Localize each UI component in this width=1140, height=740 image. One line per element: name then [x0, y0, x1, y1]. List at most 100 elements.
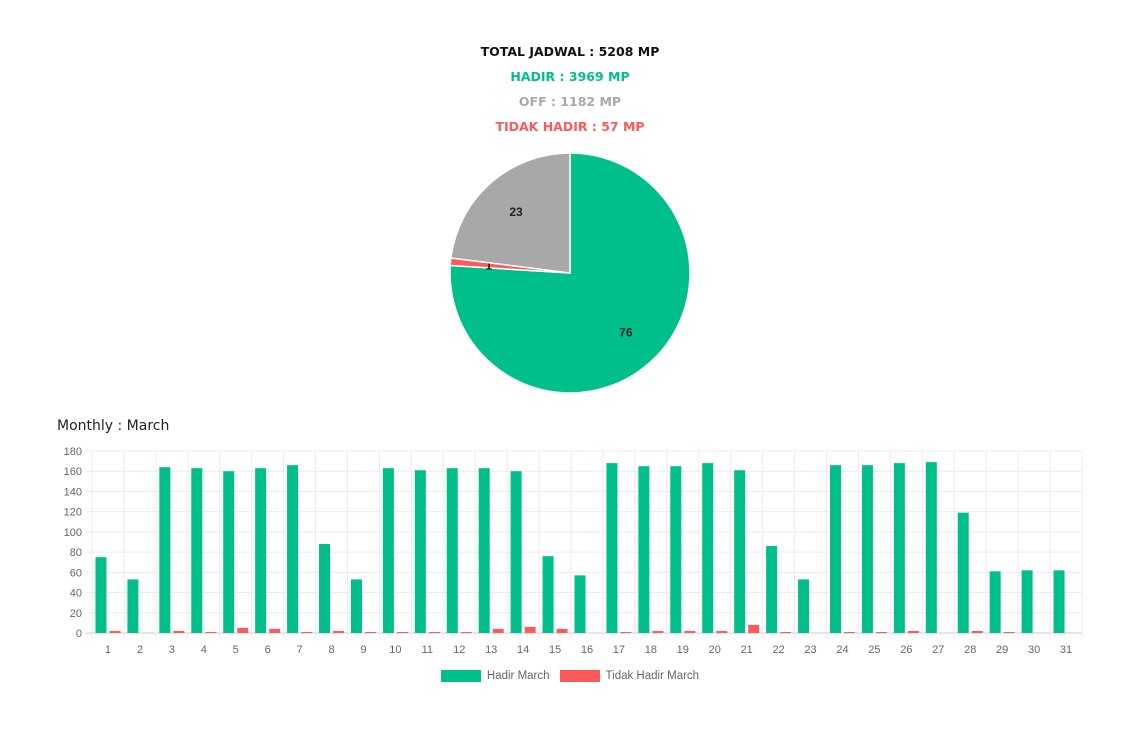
bar-hadir[interactable] [893, 463, 905, 633]
bar-tidak-hadir[interactable] [269, 628, 281, 633]
x-tick-label: 24 [836, 644, 848, 656]
monthly-prefix: Monthly : [57, 418, 127, 434]
bar-hadir[interactable] [829, 465, 841, 633]
legend-item-tidak-hadir[interactable]: Tidak Hadir March [559, 670, 700, 682]
bar-hadir[interactable] [766, 546, 778, 633]
bar-tidak-hadir[interactable] [1003, 631, 1015, 633]
hadir-label: HADIR : 3969 MP [510, 69, 630, 84]
bar-hadir[interactable] [734, 470, 746, 633]
x-tick-label: 13 [485, 644, 497, 656]
bar-hadir[interactable] [638, 466, 650, 633]
bar-hadir[interactable] [542, 556, 554, 633]
x-tick-label: 6 [265, 644, 271, 656]
tidak-hadir-label: TIDAK HADIR : 57 MP [495, 119, 645, 134]
bar-hadir[interactable] [159, 467, 171, 633]
bar-tidak-hadir[interactable] [333, 630, 345, 633]
bar-tidak-hadir[interactable] [492, 628, 504, 633]
bar-hadir[interactable] [957, 512, 969, 633]
legend-item-hadir[interactable]: Hadir March [440, 670, 550, 682]
y-tick-label: 0 [76, 628, 82, 640]
monthly-title: Monthly : March [57, 418, 169, 434]
bar-tidak-hadir[interactable] [748, 624, 760, 633]
bar-hadir[interactable] [798, 579, 810, 633]
y-tick-label: 100 [64, 527, 82, 539]
bar-tidak-hadir[interactable] [237, 627, 249, 633]
bar-tidak-hadir[interactable] [843, 631, 855, 633]
bar-hadir[interactable] [574, 575, 586, 633]
pie-slice[interactable] [449, 152, 691, 394]
bar-hadir[interactable] [1021, 570, 1033, 633]
bar-hadir[interactable] [191, 468, 203, 633]
attendance-pie-chart[interactable]: 76 1 23 [440, 145, 700, 405]
bar-tidak-hadir[interactable] [556, 628, 568, 633]
x-tick-label: 28 [964, 644, 976, 656]
bar-tidak-hadir[interactable] [684, 630, 696, 633]
bar-hadir[interactable] [446, 468, 458, 633]
bar-tidak-hadir[interactable] [173, 630, 185, 633]
total-jadwal-label: TOTAL JADWAL : 5208 MP [480, 44, 660, 59]
x-tick-label: 7 [297, 644, 303, 656]
legend-label-tidak-hadir: Tidak Hadir March [605, 670, 700, 682]
x-tick-label: 23 [804, 644, 816, 656]
x-tick-label: 16 [581, 644, 593, 656]
y-tick-label: 80 [70, 547, 82, 559]
pie-slice-label: 23 [509, 205, 523, 219]
bar-hadir[interactable] [925, 462, 937, 633]
x-tick-label: 30 [1028, 644, 1040, 656]
bar-hadir[interactable] [382, 468, 394, 633]
y-tick-label: 160 [64, 466, 82, 478]
y-tick-label: 140 [64, 486, 82, 498]
bar-tidak-hadir[interactable] [109, 630, 121, 633]
bar-tidak-hadir[interactable] [780, 631, 792, 633]
bar-hadir[interactable] [510, 471, 522, 633]
bar-hadir[interactable] [255, 468, 267, 633]
x-tick-label: 9 [360, 644, 366, 656]
x-tick-label: 12 [453, 644, 465, 656]
x-tick-label: 31 [1060, 644, 1072, 656]
bar-tidak-hadir[interactable] [396, 631, 408, 633]
pie-slice[interactable] [450, 152, 571, 274]
bar-hadir[interactable] [287, 465, 299, 633]
bar-tidak-hadir[interactable] [875, 631, 887, 633]
bar-tidak-hadir[interactable] [620, 631, 632, 633]
pie-slice-label: 1 [485, 258, 492, 272]
bar-tidak-hadir[interactable] [205, 631, 217, 633]
x-tick-label: 10 [389, 644, 401, 656]
bar-tidak-hadir[interactable] [716, 630, 728, 633]
bar-hadir[interactable] [350, 579, 362, 633]
bar-hadir[interactable] [702, 463, 714, 633]
bar-hadir[interactable] [861, 465, 873, 633]
bar-tidak-hadir[interactable] [652, 630, 664, 633]
y-tick-label: 40 [70, 588, 82, 600]
x-tick-label: 17 [613, 644, 625, 656]
y-tick-label: 20 [70, 608, 82, 620]
bar-tidak-hadir[interactable] [907, 630, 919, 633]
bar-tidak-hadir[interactable] [524, 626, 536, 633]
bar-tidak-hadir[interactable] [460, 631, 472, 633]
bar-hadir[interactable] [414, 470, 426, 633]
bar-tidak-hadir[interactable] [301, 631, 313, 633]
x-tick-label: 5 [233, 644, 239, 656]
x-tick-label: 22 [772, 644, 784, 656]
pie-slice-label: 76 [619, 325, 633, 339]
bar-hadir[interactable] [95, 557, 107, 633]
off-label: OFF : 1182 MP [518, 94, 622, 109]
bar-hadir[interactable] [319, 544, 331, 633]
bar-hadir[interactable] [127, 579, 139, 633]
bar-hadir[interactable] [1053, 570, 1065, 633]
bar-tidak-hadir[interactable] [364, 631, 376, 633]
x-tick-label: 15 [549, 644, 561, 656]
x-tick-label: 2 [137, 644, 143, 656]
bar-tidak-hadir[interactable] [428, 631, 440, 633]
bar-chart-legend: Hadir March Tidak Hadir March [0, 670, 1140, 682]
bar-hadir[interactable] [478, 468, 490, 633]
x-tick-label: 18 [645, 644, 657, 656]
bar-hadir[interactable] [606, 463, 618, 633]
x-tick-label: 29 [996, 644, 1008, 656]
bar-hadir[interactable] [989, 571, 1001, 633]
bar-tidak-hadir[interactable] [971, 630, 983, 633]
x-tick-label: 1 [105, 644, 111, 656]
bar-hadir[interactable] [223, 471, 235, 633]
bar-hadir[interactable] [670, 466, 682, 633]
